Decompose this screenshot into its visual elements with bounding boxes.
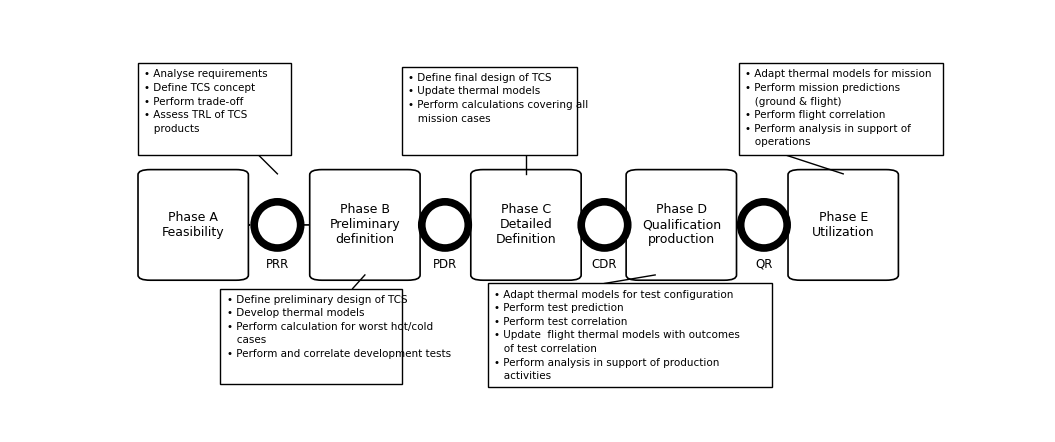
FancyBboxPatch shape [626,170,736,280]
Text: PDR: PDR [433,258,457,271]
Text: PRR: PRR [266,258,289,271]
Text: • Adapt thermal models for mission
• Perform mission predictions
   (ground & fl: • Adapt thermal models for mission • Per… [745,69,932,147]
Ellipse shape [422,202,468,248]
Text: Phase B
Preliminary
definition: Phase B Preliminary definition [329,203,400,246]
FancyBboxPatch shape [138,170,248,280]
Text: • Analyse requirements
• Define TCS concept
• Perform trade-off
• Assess TRL of : • Analyse requirements • Define TCS conc… [145,69,268,134]
FancyBboxPatch shape [137,63,291,155]
Text: Phase A
Feasibility: Phase A Feasibility [161,211,225,239]
Ellipse shape [581,202,628,248]
Text: Phase C
Detailed
Definition: Phase C Detailed Definition [496,203,556,246]
Text: • Adapt thermal models for test configuration
• Perform test prediction
• Perfor: • Adapt thermal models for test configur… [494,290,740,381]
FancyBboxPatch shape [471,170,581,280]
Text: CDR: CDR [592,258,617,271]
FancyBboxPatch shape [738,63,943,155]
Text: • Define final design of TCS
• Update thermal models
• Perform calculations cove: • Define final design of TCS • Update th… [408,73,589,124]
FancyBboxPatch shape [310,170,420,280]
FancyBboxPatch shape [487,283,772,387]
Text: • Define preliminary design of TCS
• Develop thermal models
• Perform calculatio: • Define preliminary design of TCS • Dev… [227,295,450,359]
Text: Phase D
Qualification
production: Phase D Qualification production [641,203,721,246]
Ellipse shape [741,202,787,248]
Ellipse shape [254,202,301,248]
FancyBboxPatch shape [402,67,577,155]
Text: Phase E
Utilization: Phase E Utilization [812,211,875,239]
FancyBboxPatch shape [220,289,402,384]
FancyBboxPatch shape [788,170,899,280]
Text: QR: QR [755,258,772,271]
